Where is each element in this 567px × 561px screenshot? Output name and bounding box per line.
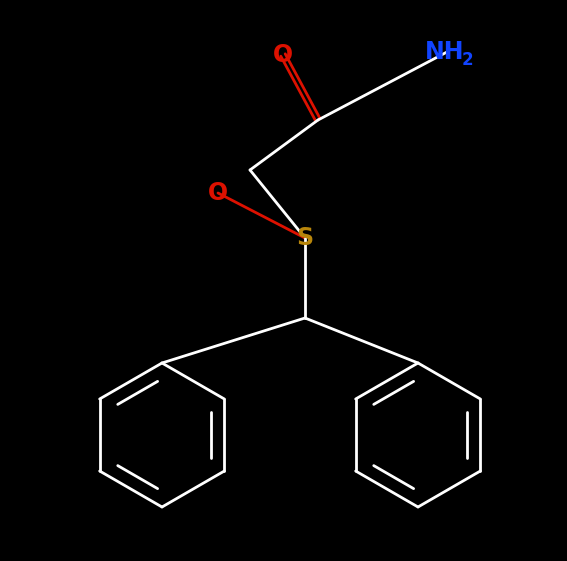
Text: S: S xyxy=(297,226,314,250)
Text: 2: 2 xyxy=(461,51,473,69)
Text: O: O xyxy=(273,43,293,67)
Text: NH: NH xyxy=(425,40,465,64)
Text: O: O xyxy=(208,181,228,205)
